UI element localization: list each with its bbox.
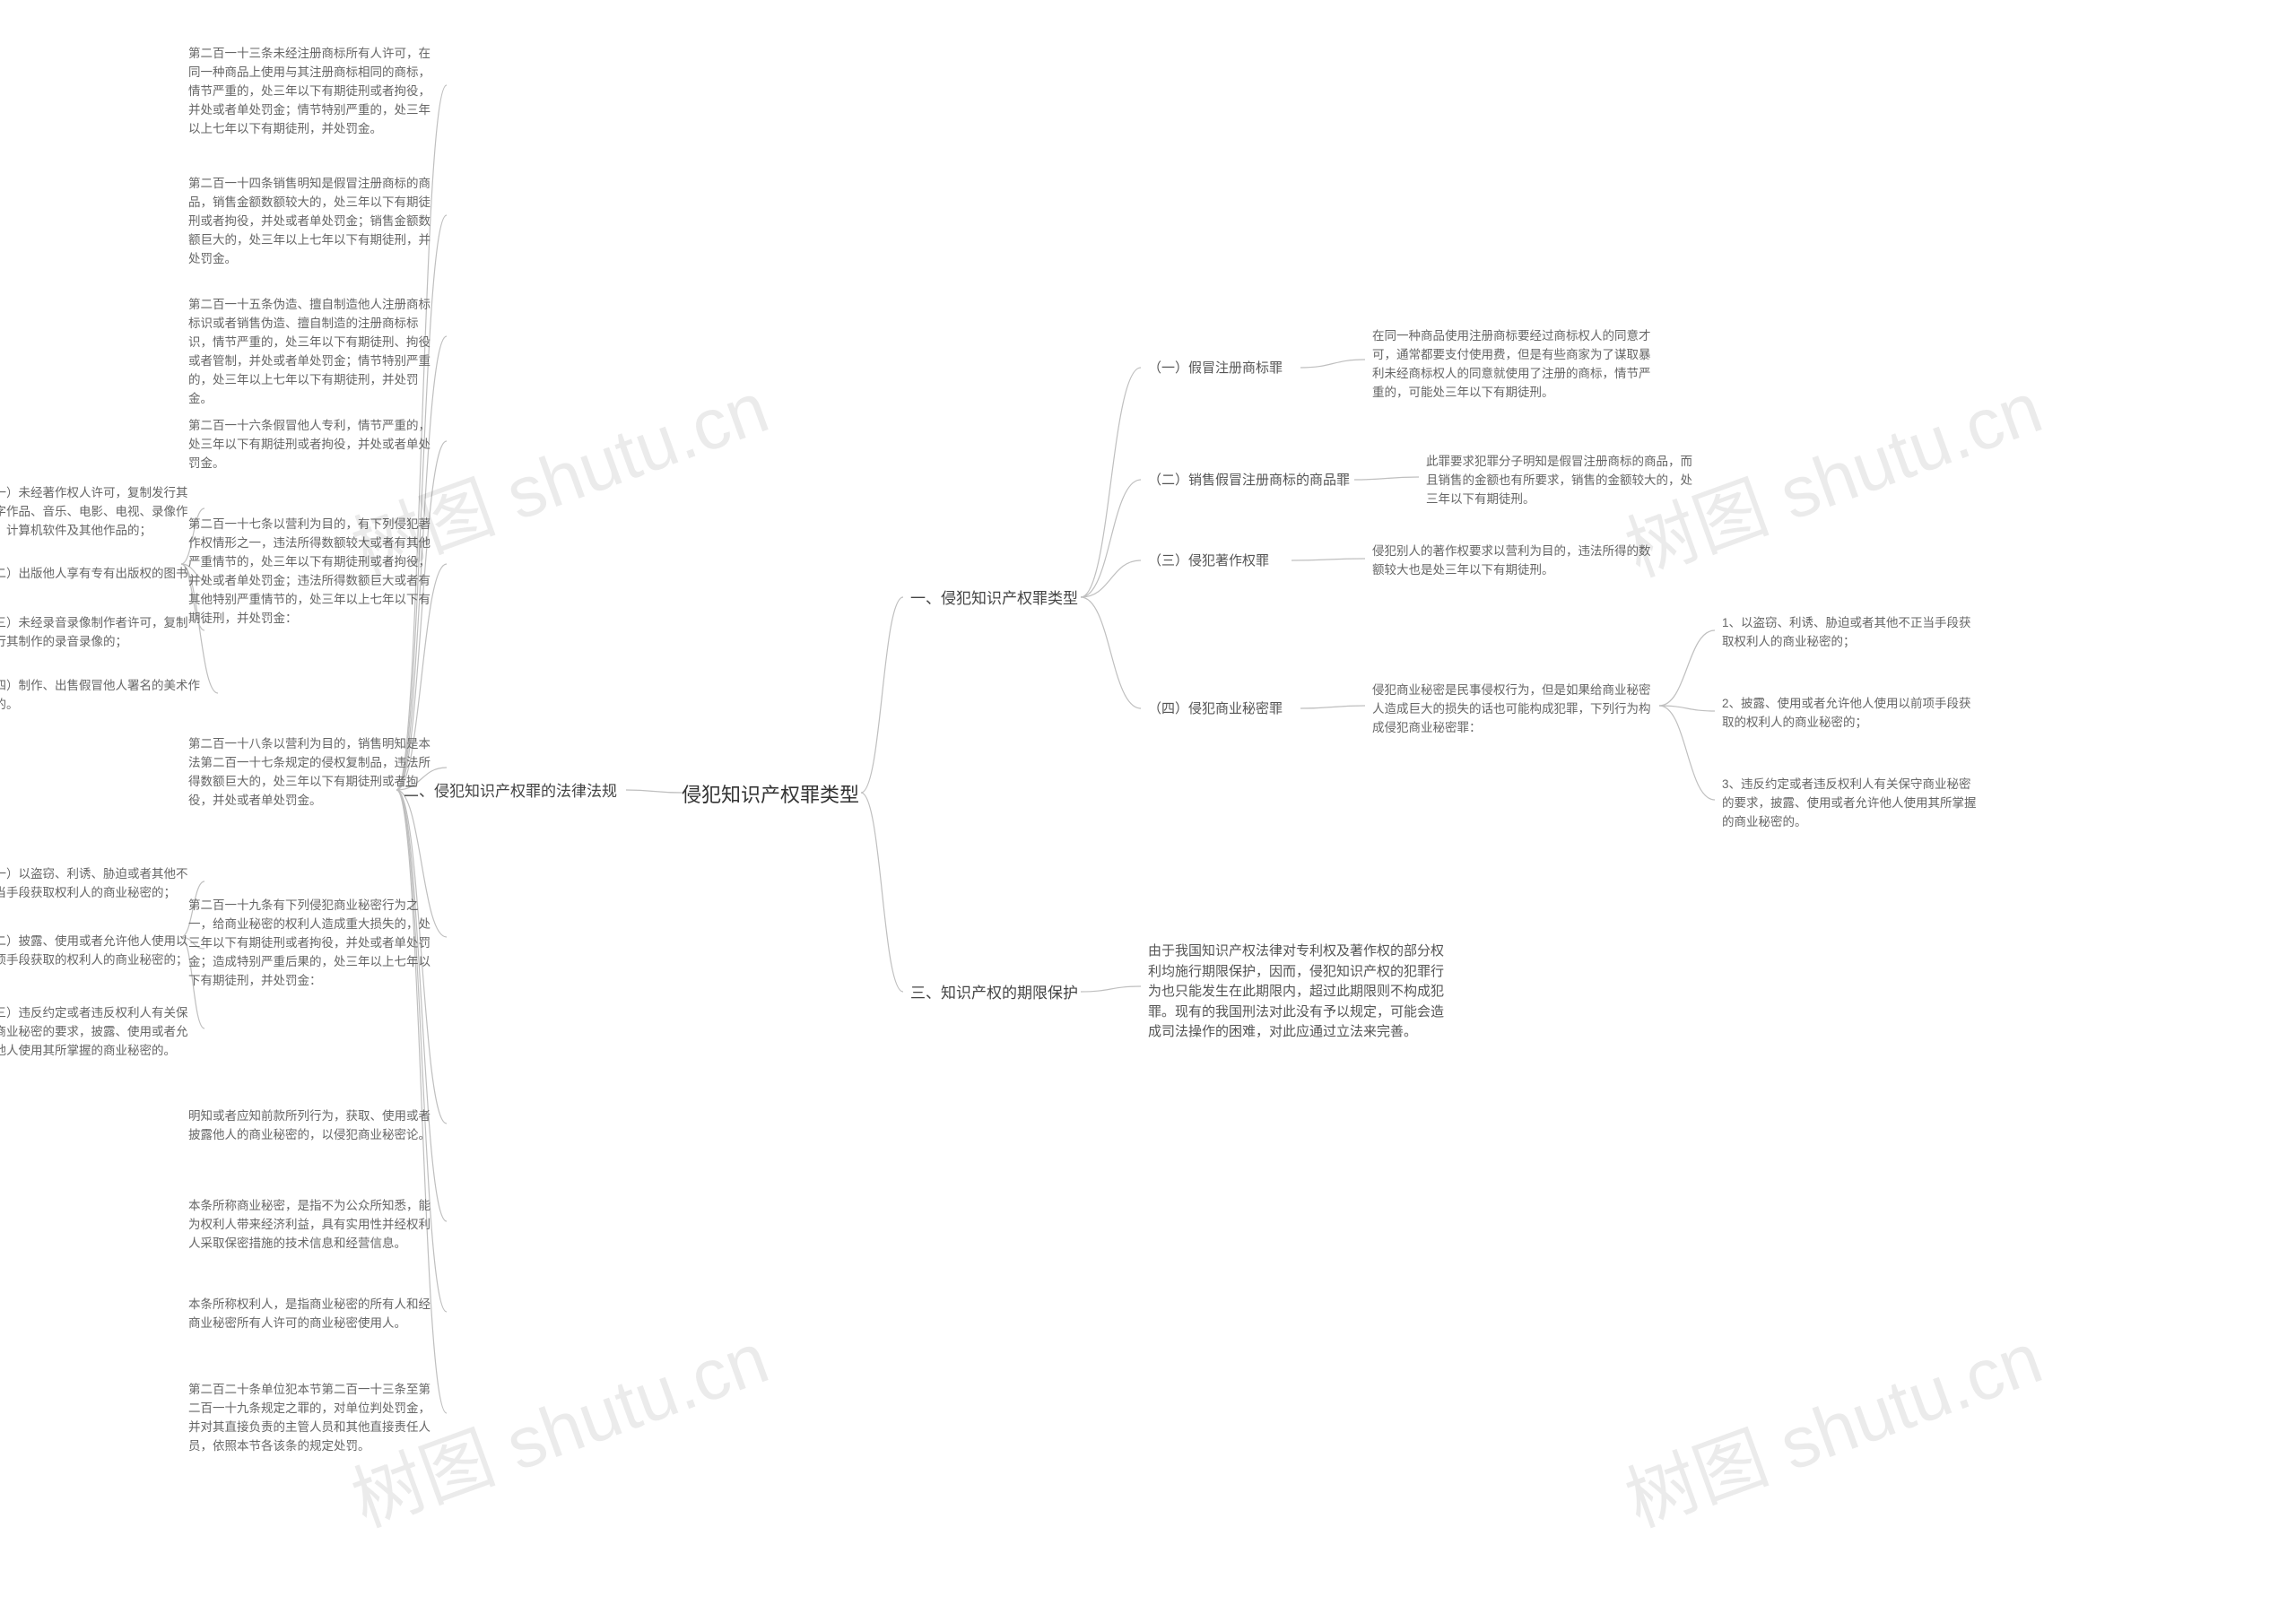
left-node-d2-0: （一）以盗窃、利诱、胁迫或者其他不正当手段获取权利人的商业秘密的； bbox=[0, 865, 197, 903]
right-node-d2-0: 在同一种商品使用注册商标要经过商标权人的同意才可，通常都要支付使用费，但是有些商… bbox=[1372, 327, 1659, 403]
right-node-d3-2: 3、违反约定或者违反权利人有关保守商业秘密的要求，披露、使用或者允许他人使用其所… bbox=[1722, 776, 1982, 832]
right-node-d2-0: 侵犯商业秘密是民事侵权行为，但是如果给商业秘密人造成巨大的损失的话也可能构成犯罪… bbox=[1372, 681, 1659, 738]
right-node-d3-1: 2、披露、使用或者允许他人使用以前项手段获取的权利人的商业秘密的； bbox=[1722, 695, 1982, 733]
left-node-d1-7: 明知或者应知前款所列行为，获取、使用或者披露他人的商业秘密的，以侵犯商业秘密论。 bbox=[188, 1107, 439, 1145]
left-node-d1-0: 第二百一十三条未经注册商标所有人许可，在同一种商品上使用与其注册商标相同的商标，… bbox=[188, 45, 439, 139]
left-node-d2-2: （三）未经录音录像制作者许可，复制发行其制作的录音录像的； bbox=[0, 614, 197, 652]
left-node-d1-5: 第二百一十八条以营利为目的，销售明知是本法第二百一十七条规定的侵权复制品，违法所… bbox=[188, 735, 439, 811]
left-node-d1-4: 第二百一十七条以营利为目的，有下列侵犯著作权情形之一，违法所得数额较大或者有其他… bbox=[188, 516, 439, 629]
left-node-d2-1: （二）披露、使用或者允许他人使用以前项手段获取的权利人的商业秘密的； bbox=[0, 933, 197, 970]
left-node-d1-3: 第二百一十六条假冒他人专利，情节严重的，处三年以下有期徒刑或者拘役，并处或者单处… bbox=[188, 417, 439, 473]
right-node-d2-0: 侵犯别人的著作权要求以营利为目的，违法所得的数额较大也是处三年以下有期徒刑。 bbox=[1372, 542, 1659, 580]
left-node-d2-0: （一）未经著作权人许可，复制发行其文字作品、音乐、电影、电视、录像作品、计算机软… bbox=[0, 484, 197, 541]
right-node-d0-1: 三、知识产权的期限保护 bbox=[910, 982, 1081, 1005]
right-node-d1-2: （三）侵犯著作权罪 bbox=[1148, 551, 1292, 572]
left-node-d1-9: 本条所称权利人，是指商业秘密的所有人和经商业秘密所有人许可的商业秘密使用人。 bbox=[188, 1296, 439, 1333]
left-node-d1-2: 第二百一十五条伪造、擅自制造他人注册商标标识或者销售伪造、擅自制造的注册商标标识… bbox=[188, 296, 439, 409]
watermark-3: 树图 shutu.cn bbox=[1610, 1301, 2054, 1548]
left-node-d1-6: 第二百一十九条有下列侵犯商业秘密行为之一，给商业秘密的权利人造成重大损失的，处三… bbox=[188, 897, 439, 991]
right-node-d1-0: 由于我国知识产权法律对专利权及著作权的部分权利均施行期限保护，因而，侵犯知识产权… bbox=[1148, 941, 1444, 1043]
right-node-d2-0: 此罪要求犯罪分子明知是假冒注册商标的商品，而且销售的金额也有所要求，销售的金额较… bbox=[1426, 453, 1695, 509]
left-node-d1-8: 本条所称商业秘密，是指不为公众所知悉，能为权利人带来经济利益，具有实用性并经权利… bbox=[188, 1197, 439, 1254]
right-node-d0-0: 一、侵犯知识产权罪类型 bbox=[910, 587, 1081, 611]
left-node-d2-2: （三）违反约定或者违反权利人有关保守商业秘密的要求，披露、使用或者允许他人使用其… bbox=[0, 1004, 197, 1061]
left-node-d1-1: 第二百一十四条销售明知是假冒注册商标的商品，销售金额数额较大的，处三年以下有期徒… bbox=[188, 175, 439, 269]
right-node-d1-0: （一）假冒注册商标罪 bbox=[1148, 359, 1300, 379]
left-node-d2-3: （四）制作、出售假冒他人署名的美术作品的。 bbox=[0, 677, 211, 715]
right-node-d1-3: （四）侵犯商业秘密罪 bbox=[1148, 699, 1300, 720]
right-node-d3-0: 1、以盗窃、利诱、胁迫或者其他不正当手段获取权利人的商业秘密的； bbox=[1722, 614, 1982, 652]
left-node-d2-1: （二）出版他人享有专有出版权的图书的； bbox=[0, 565, 202, 603]
right-node-d1-1: （二）销售假冒注册商标的商品罪 bbox=[1148, 471, 1354, 491]
left-node-d1-10: 第二百二十条单位犯本节第二百一十三条至第二百一十九条规定之罪的，对单位判处罚金，… bbox=[188, 1381, 439, 1456]
root-node: 侵犯知识产权罪类型 bbox=[682, 780, 861, 810]
